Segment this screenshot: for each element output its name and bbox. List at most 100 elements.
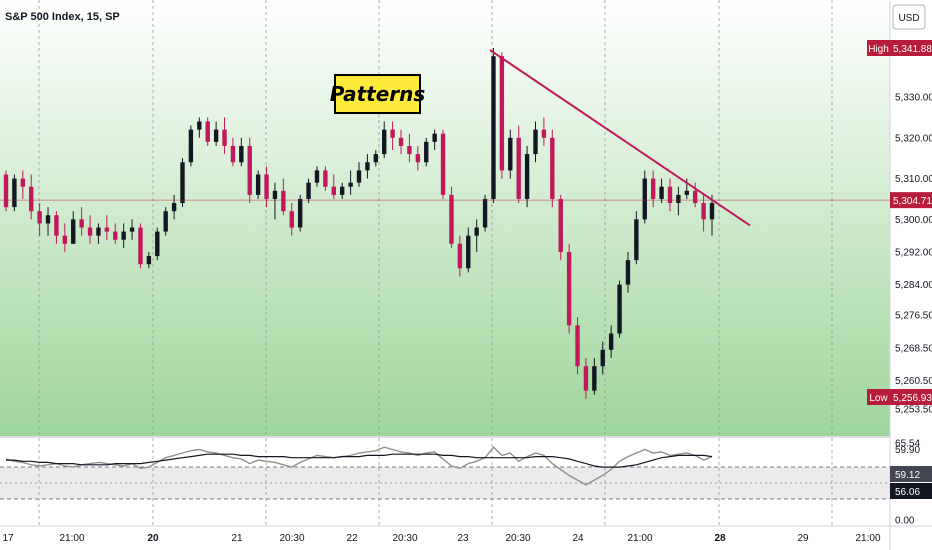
candle-body bbox=[373, 154, 379, 163]
candle-body bbox=[566, 251, 572, 326]
price-axis[interactable]: 5,330.00 5,320.00 5,310.00 5,300.00 5,292.00… bbox=[895, 93, 932, 416]
candle-body bbox=[213, 129, 219, 142]
candle-body bbox=[197, 121, 202, 130]
candle-body bbox=[306, 182, 311, 199]
time-tick-label: 21:00 bbox=[855, 533, 880, 544]
candle-body bbox=[45, 215, 51, 224]
rsi-ma-line bbox=[6, 453, 713, 468]
last-price-marker: 5,304.71 bbox=[890, 192, 932, 209]
currency-button[interactable]: USD bbox=[892, 4, 926, 30]
last-price-value: 5,304.71 bbox=[893, 196, 932, 207]
high-value-badge bbox=[890, 40, 932, 56]
last-price-badge bbox=[890, 192, 932, 209]
annotation-box bbox=[334, 74, 421, 114]
time-tick-label: 17 bbox=[2, 533, 14, 544]
candle-body bbox=[239, 145, 244, 163]
time-tick-label: 21:00 bbox=[59, 533, 84, 544]
time-axis[interactable]: 17 21:00 20 21 20:30 22 20:30 23 20:30 24 21:00 28 2… bbox=[2, 533, 881, 544]
time-tick-label: 21 bbox=[231, 533, 243, 544]
candle-body bbox=[659, 186, 664, 199]
low-label-badge bbox=[867, 389, 890, 405]
high-marker: High 5,341.88 bbox=[867, 40, 932, 56]
candle-body bbox=[255, 174, 261, 195]
candle-body bbox=[129, 227, 135, 232]
candle-body bbox=[499, 56, 505, 171]
candle-body bbox=[297, 198, 303, 228]
candle-body bbox=[113, 231, 118, 240]
time-tick-label: 28 bbox=[714, 533, 726, 544]
candle-body bbox=[634, 219, 639, 261]
candle-body bbox=[625, 260, 631, 285]
price-tick-label: 5,310.00 bbox=[895, 174, 932, 185]
price-tick-label: 5,320.00 bbox=[895, 133, 932, 144]
annotation-patterns[interactable]: Patterns bbox=[330, 74, 426, 114]
candle-body bbox=[617, 284, 622, 334]
rsi-value-marker: 59.12 bbox=[890, 466, 932, 482]
candle-body bbox=[415, 154, 421, 163]
low-label: Low bbox=[869, 393, 888, 404]
time-tick-label: 24 bbox=[572, 533, 584, 544]
candle-body bbox=[87, 227, 93, 236]
rsi-value: 59.12 bbox=[895, 470, 920, 481]
rsi-ma-marker: 56.06 bbox=[890, 483, 932, 499]
rsi-ma-value: 56.06 bbox=[895, 487, 920, 498]
low-marker: Low 5,256.93 bbox=[867, 389, 932, 405]
candle-body bbox=[491, 56, 496, 199]
candle-body bbox=[222, 129, 227, 146]
candlestick-series bbox=[3, 48, 715, 399]
candle-body bbox=[281, 190, 286, 212]
candle-body bbox=[96, 227, 101, 236]
candle-body bbox=[155, 231, 160, 257]
candle-body bbox=[600, 349, 605, 367]
candle-body bbox=[692, 190, 698, 204]
high-value: 5,341.88 bbox=[893, 44, 932, 55]
candle-body bbox=[12, 178, 17, 208]
time-tick-label: 20:30 bbox=[279, 533, 304, 544]
candle-body bbox=[457, 243, 463, 269]
candle-body bbox=[180, 162, 185, 204]
rsi-ma-badge bbox=[890, 483, 932, 499]
candle-body bbox=[558, 198, 563, 252]
candle-body bbox=[314, 170, 320, 183]
price-tick-label: 5,292.00 bbox=[895, 247, 932, 258]
rsi-value-badge bbox=[890, 466, 932, 482]
low-value-badge bbox=[890, 389, 932, 405]
price-tick-label: 5,300.00 bbox=[895, 215, 932, 226]
candle-body bbox=[163, 211, 168, 232]
candle-body bbox=[684, 190, 689, 195]
candle-body bbox=[37, 211, 42, 224]
candle-body bbox=[230, 145, 236, 163]
candle-body bbox=[331, 186, 336, 195]
candle-body bbox=[121, 231, 126, 240]
candle-body bbox=[289, 211, 294, 228]
rsi-tick-label: 65.54 bbox=[895, 439, 920, 450]
candle-body bbox=[642, 178, 647, 220]
candle-body bbox=[62, 235, 68, 244]
high-label: High bbox=[868, 44, 889, 55]
main-pane-background bbox=[0, 0, 890, 436]
candle-body bbox=[650, 178, 656, 199]
candle-body bbox=[205, 121, 210, 142]
candle-body bbox=[533, 129, 538, 155]
low-value: 5,256.93 bbox=[893, 393, 932, 404]
annotation-label: Patterns bbox=[330, 82, 426, 106]
candle-body bbox=[592, 366, 597, 391]
candle-body bbox=[382, 129, 387, 155]
candle-body bbox=[54, 215, 59, 236]
candle-body bbox=[575, 325, 580, 367]
trendline[interactable] bbox=[489, 49, 751, 227]
candle-body bbox=[3, 174, 9, 208]
candle-body bbox=[516, 137, 521, 199]
candle-body bbox=[79, 219, 84, 228]
candle-body bbox=[440, 133, 446, 195]
candle-body bbox=[550, 137, 555, 199]
candle-body bbox=[676, 194, 681, 204]
price-tick-label: 5,260.50 bbox=[895, 376, 932, 387]
candle-body bbox=[146, 256, 152, 265]
price-tick-label: 5,330.00 bbox=[895, 93, 932, 104]
candle-body bbox=[171, 203, 177, 212]
candle-body bbox=[138, 227, 143, 265]
candle-body bbox=[466, 235, 471, 269]
